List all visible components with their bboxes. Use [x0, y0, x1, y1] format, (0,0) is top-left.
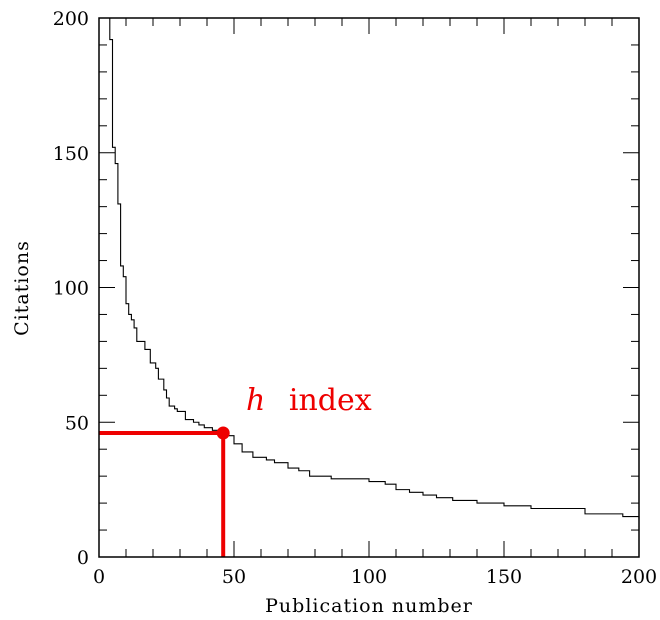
- citation-step-line: [109, 18, 640, 520]
- axis-ticks: [98, 17, 640, 558]
- x-tick-label: 150: [486, 566, 522, 588]
- y-tick-label: 50: [65, 412, 89, 434]
- y-axis-label: Citations: [11, 240, 33, 336]
- y-tick-label: 150: [53, 143, 89, 165]
- series-layer: [109, 18, 640, 520]
- x-axis-label: Publication number: [265, 595, 473, 617]
- x-tick-label: 0: [93, 566, 105, 588]
- y-tick-label: 100: [53, 278, 89, 300]
- plot-frame: [98, 17, 640, 558]
- y-tick-label: 0: [77, 547, 89, 569]
- index-word: index: [289, 383, 372, 418]
- y-tick-label: 200: [53, 8, 89, 30]
- x-tick-label: 50: [222, 566, 246, 588]
- h-index-annotation: h index: [246, 383, 372, 418]
- x-tick-label: 100: [351, 566, 387, 588]
- x-tick-label: 200: [621, 566, 657, 588]
- h-index-highlight: [99, 426, 230, 557]
- h-letter: h: [246, 383, 265, 418]
- h-index-point: [216, 426, 230, 440]
- tick-labels: 0 50 100 150 200 0 50 100 150 200: [53, 8, 657, 588]
